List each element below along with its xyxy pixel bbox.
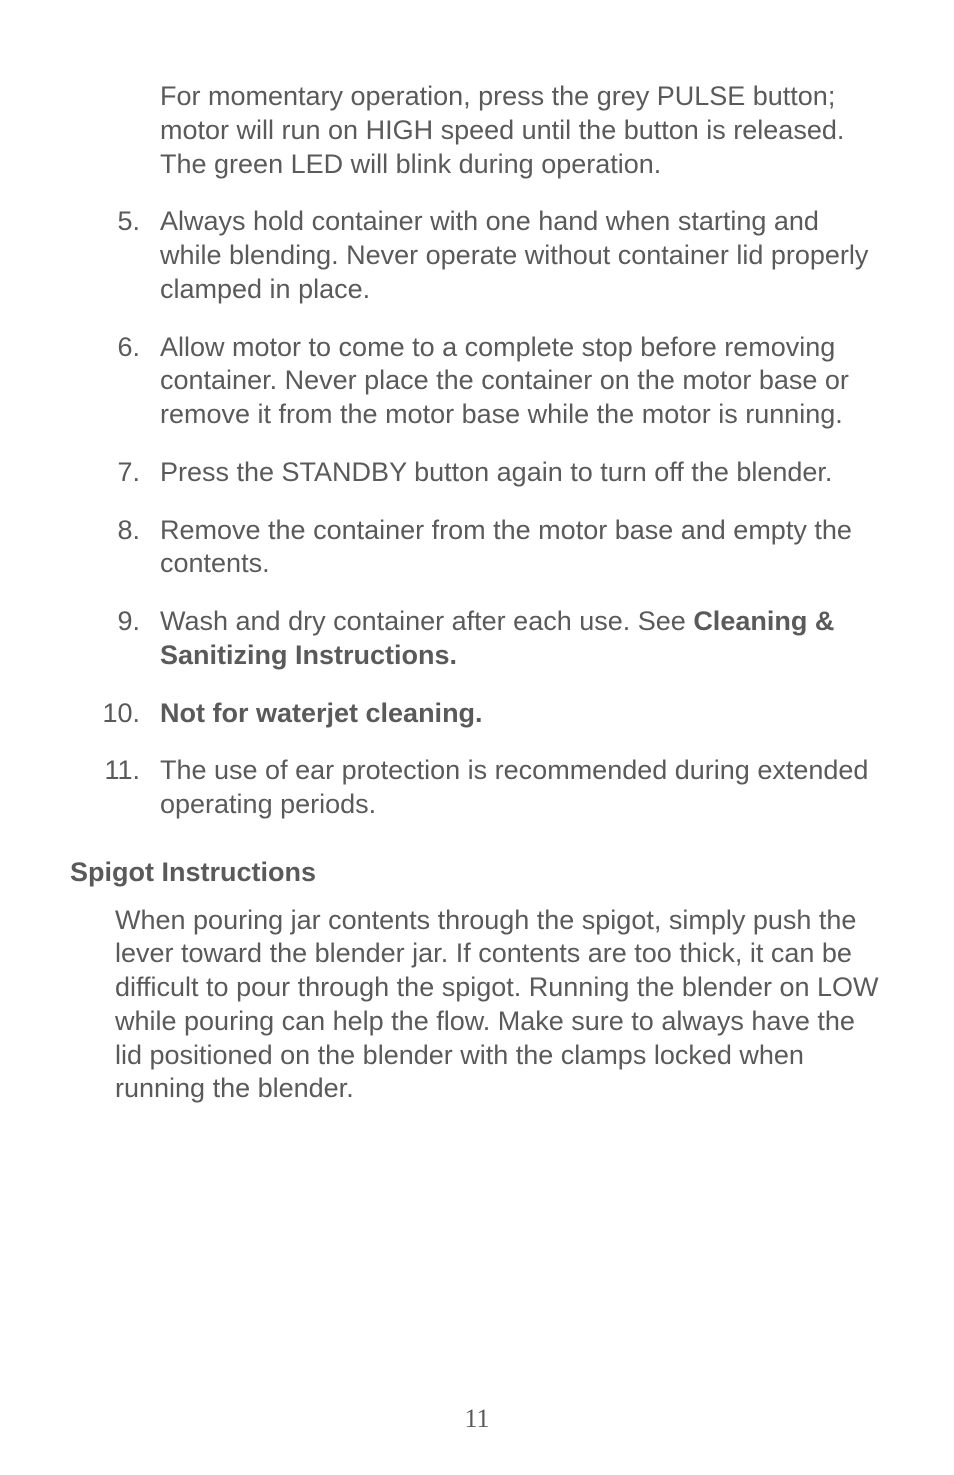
sub-paragraph: When pouring jar contents through the sp… [70, 904, 884, 1107]
list-item: Press the STANDBY button again to turn o… [70, 456, 884, 490]
list-item: Remove the container from the motor base… [70, 514, 884, 582]
item-text: Allow motor to come to a complete stop b… [160, 332, 849, 430]
intro-paragraph: For momentary operation, press the grey … [70, 80, 884, 181]
item-text: Press the STANDBY button again to turn o… [160, 457, 832, 487]
list-item: Allow motor to come to a complete stop b… [70, 331, 884, 432]
item-text: Wash and dry container after each use. S… [160, 606, 693, 636]
subheading: Spigot Instructions [70, 856, 884, 890]
list-item: The use of ear protection is recommended… [70, 754, 884, 822]
item-text: Always hold container with one hand when… [160, 206, 868, 304]
item-bold-full: Not for waterjet cleaning. [160, 698, 483, 728]
instruction-list: Always hold container with one hand when… [70, 205, 884, 822]
list-item: Not for waterjet cleaning. [70, 697, 884, 731]
item-text: The use of ear protection is recommended… [160, 755, 868, 819]
list-item: Wash and dry container after each use. S… [70, 605, 884, 673]
list-item: Always hold container with one hand when… [70, 205, 884, 306]
page-number: 11 [0, 1403, 954, 1436]
item-text: Remove the container from the motor base… [160, 515, 852, 579]
document-page: For momentary operation, press the grey … [0, 0, 954, 1475]
